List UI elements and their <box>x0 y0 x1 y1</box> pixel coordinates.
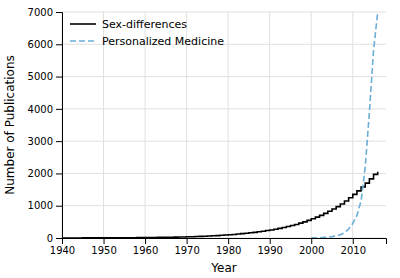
tick-mark <box>56 238 62 239</box>
grid-line-y <box>62 76 386 77</box>
tick-mark <box>104 238 105 244</box>
grid-line-x <box>352 12 353 238</box>
tick-label: 7000 <box>28 7 53 18</box>
tick: 1990 <box>257 238 282 256</box>
tick-mark <box>311 238 312 244</box>
tick: 1970 <box>174 238 199 256</box>
tick-mark <box>56 44 62 45</box>
tick-mark <box>270 238 271 244</box>
tick: 0 <box>47 233 62 244</box>
x-axis-title: Year <box>210 261 236 275</box>
tick-label: 1950 <box>91 245 116 256</box>
series-line <box>311 12 377 238</box>
legend-swatch <box>70 23 96 25</box>
tick-label: 2010 <box>341 245 366 256</box>
tick-label: 5000 <box>28 71 53 82</box>
tick-label: 4000 <box>28 104 53 115</box>
tick-mark <box>56 141 62 142</box>
tick: 1000 <box>28 200 62 211</box>
tick-mark <box>145 238 146 244</box>
tick-label: 3000 <box>28 136 53 147</box>
legend-label: Sex-differences <box>102 18 187 31</box>
tick-mark <box>187 238 188 244</box>
tick: 2000 <box>299 238 324 256</box>
tick-mark <box>56 77 62 78</box>
tick-label: 1960 <box>133 245 158 256</box>
tick: 4000 <box>28 104 62 115</box>
tick: 5000 <box>28 71 62 82</box>
tick: 7000 <box>28 7 62 18</box>
y-axis-line <box>56 13 63 239</box>
grid-line-x <box>269 12 270 238</box>
legend-item: Personalized Medicine <box>70 35 224 48</box>
tick: 1960 <box>133 238 158 256</box>
tick: 2000 <box>28 168 62 179</box>
tick-label: 1940 <box>50 245 75 256</box>
grid-line-y <box>62 108 386 109</box>
tick-mark <box>56 109 62 110</box>
legend-label: Personalized Medicine <box>102 35 224 48</box>
tick: 1980 <box>216 238 241 256</box>
tick-label: 1000 <box>28 200 53 211</box>
grid-line-y <box>62 173 386 174</box>
tick-mark <box>56 173 62 174</box>
y-axis: 0 1000 2000 3000 4000 5000 6000 7000 <box>28 7 63 244</box>
tick-label: 2000 <box>299 245 324 256</box>
tick-mark <box>56 206 62 207</box>
chart: 1940 1950 1960 1970 1980 1990 2000 2010 0 1000 200… <box>0 0 400 278</box>
x-axis-line <box>63 239 387 245</box>
grid-line-x <box>228 12 229 238</box>
tick-label: 1980 <box>216 245 241 256</box>
x-axis: 1940 1950 1960 1970 1980 1990 2000 2010 <box>50 238 387 256</box>
legend-item: Sex-differences <box>70 18 187 31</box>
tick-mark <box>56 12 62 13</box>
legend: Sex-differences Personalized Medicine <box>70 18 224 48</box>
tick: 1940 <box>50 238 75 256</box>
tick-label: 1970 <box>174 245 199 256</box>
plot-area <box>62 12 378 238</box>
tick-mark <box>228 238 229 244</box>
tick-label: 1990 <box>257 245 282 256</box>
tick: 6000 <box>28 39 62 50</box>
tick: 2010 <box>341 238 366 256</box>
y-axis-title: Number of Publications <box>3 55 17 195</box>
tick-label: 0 <box>47 233 53 244</box>
legend-swatch <box>70 40 96 42</box>
grid <box>62 12 386 238</box>
tick-mark <box>353 238 354 244</box>
grid-line-y <box>62 12 386 13</box>
series-line <box>62 172 378 238</box>
tick: 3000 <box>28 136 62 147</box>
grid-line-y <box>62 141 386 142</box>
tick-label: 6000 <box>28 39 53 50</box>
tick-label: 2000 <box>28 168 53 179</box>
tick: 1950 <box>91 238 116 256</box>
grid-line-x <box>311 12 312 238</box>
